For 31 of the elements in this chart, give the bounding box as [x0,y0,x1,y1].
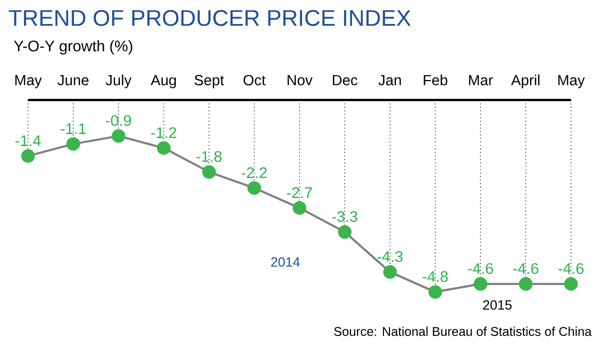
data-label: -4.3 [377,251,403,262]
text: 2015 [483,300,512,310]
x-tick-label: May [558,75,585,88]
data-label: -2.7 [286,187,312,198]
x-tick-label: Oct [244,74,266,86]
x-tick-label: April [511,74,540,88]
chart-title: TREND OF PRODUCER PRICE INDEX [8,10,411,26]
x-tick-label: June [58,75,89,86]
x-tick-label: Jan [378,75,401,86]
x-tick-label: Aug [150,75,176,88]
data-label: -4.6 [468,263,494,274]
source-note: Source: National Bureau of Statistics of China [334,326,592,336]
data-label: -0.9 [106,115,131,126]
data-label: -1.2 [151,127,176,138]
data-label: -1.8 [196,151,222,162]
data-label: -1.4 [15,135,41,146]
x-tick-label: Dec [332,75,358,86]
data-label: -1.1 [60,123,86,134]
data-label: -2.2 [242,167,267,178]
annotation: 2014 [271,257,300,267]
data-label: -4.8 [422,271,448,282]
data-label: -4.6 [558,263,584,274]
x-tick-label: Sept [194,74,224,88]
data-label: -3.3 [332,211,358,222]
data-label: -4.6 [513,263,538,274]
x-tick-label: Feb [424,74,448,86]
x-tick-label: Mar [469,75,493,86]
chart-subtitle: Y-O-Y growth (%) [14,40,132,54]
x-tick-label: July [106,74,132,88]
x-tick-label: Nov [288,75,312,86]
x-tick-label: May [15,75,42,88]
